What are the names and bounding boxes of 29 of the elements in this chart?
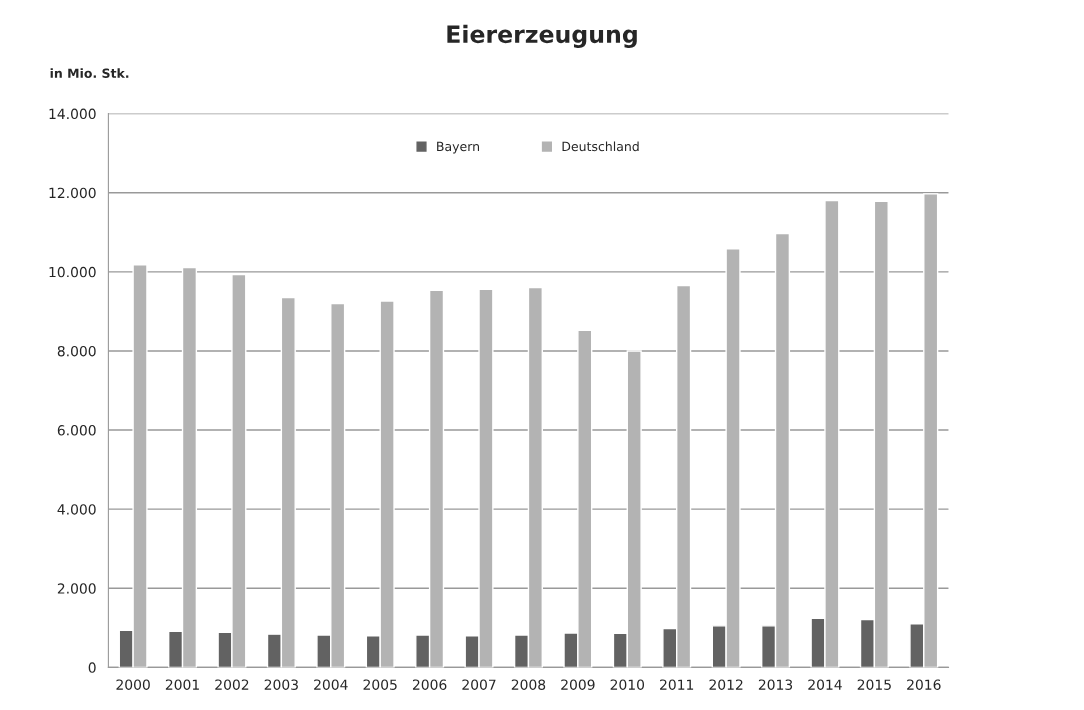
legend-label: Bayern	[437, 141, 479, 154]
x-tick-label: 2016	[907, 679, 941, 690]
y-tick-label: 0	[88, 662, 96, 673]
x-tick-label: 2007	[462, 679, 496, 690]
y-tick-label: 10.000	[49, 266, 96, 278]
x-tick-label: 2006	[412, 679, 447, 690]
x-tick-label: 2013	[758, 679, 793, 690]
y-tick-label: 4.000	[57, 504, 96, 515]
legend-label: Deutschland	[562, 141, 639, 152]
x-tick-label: 2005	[363, 679, 397, 690]
x-tick-label: 2015	[857, 679, 891, 690]
y-tick-label: 8.000	[57, 345, 96, 357]
x-tick-label: 2014	[808, 679, 842, 690]
x-tick-label: 2000	[116, 679, 150, 690]
x-tick-label: 2001	[165, 679, 199, 690]
y-tick-label: 12.000	[49, 187, 96, 199]
x-tick-label: 2008	[511, 679, 546, 690]
x-tick-label: 2009	[561, 679, 595, 690]
y-tick-label: 14.000	[49, 108, 96, 120]
x-tick-label: 2004	[314, 679, 348, 690]
y-axis-title: in Mio. Stk.	[50, 68, 129, 78]
chart-title: Eiererzeugung	[447, 24, 637, 48]
x-tick-label: 2010	[610, 679, 645, 690]
x-tick-label: 2002	[215, 679, 249, 690]
x-tick-label: 2011	[660, 679, 694, 690]
x-tick-label: 2012	[709, 679, 743, 690]
y-tick-label: 6.000	[57, 425, 96, 436]
y-tick-label: 2.000	[57, 583, 96, 594]
x-tick-label: 2003	[264, 679, 298, 690]
